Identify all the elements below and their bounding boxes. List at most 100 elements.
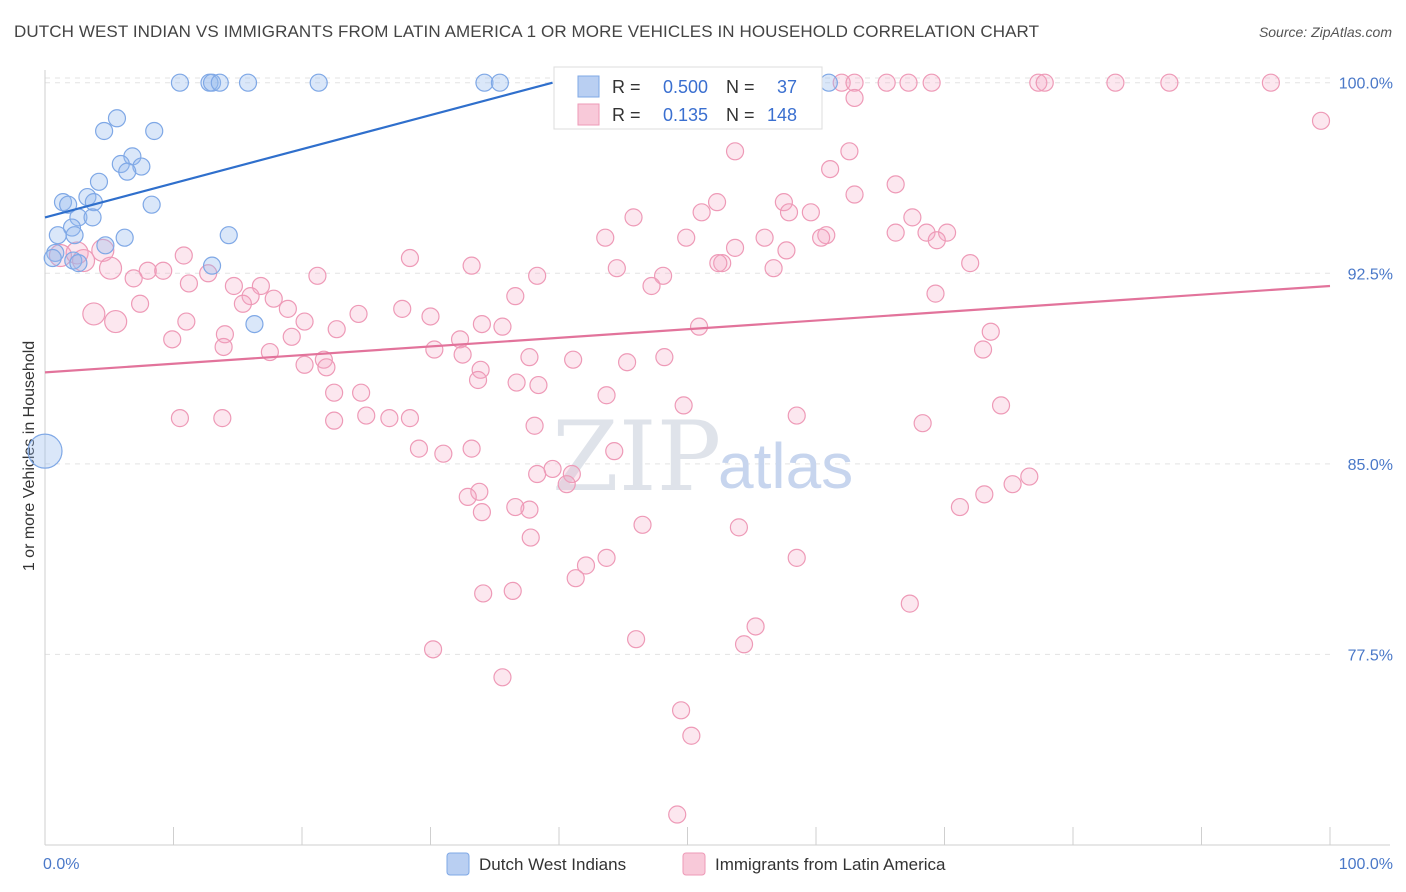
legend-r-label-pink: R = <box>612 105 641 125</box>
pink-trend-line <box>44 284 1331 374</box>
pink-data-point <box>566 569 585 588</box>
pink-data-point <box>1160 73 1179 92</box>
legend-n-value-pink: 148 <box>767 105 797 125</box>
axes <box>44 70 1390 846</box>
pink-data-point <box>528 464 547 484</box>
pink-data-point <box>520 348 539 367</box>
pink-data-point <box>174 246 193 265</box>
watermark-zip: ZIP <box>552 401 721 513</box>
pink-data-point <box>434 444 453 463</box>
blue-data-point <box>238 73 258 92</box>
y-tick-label: 85.0% <box>1348 457 1393 474</box>
pink-data-point <box>177 312 196 331</box>
pink-data-point <box>624 208 643 227</box>
blue-data-point <box>48 226 67 245</box>
pink-data-point <box>472 314 491 334</box>
pink-data-point <box>325 383 344 402</box>
blue-series-points <box>27 73 838 469</box>
blue-data-point <box>64 251 83 270</box>
pink-data-point <box>913 414 932 433</box>
pink-data-point <box>104 309 128 334</box>
pink-data-point <box>877 73 896 92</box>
pink-data-point <box>130 294 150 313</box>
pink-data-point <box>400 248 420 268</box>
blue-data-point <box>43 248 62 268</box>
blue-data-point <box>118 162 137 181</box>
pink-data-point <box>1020 467 1039 486</box>
pink-data-point <box>179 274 199 293</box>
pink-data-point <box>777 241 796 260</box>
y-tick-label: 77.5% <box>1348 647 1393 664</box>
pink-data-point <box>224 276 243 296</box>
legend-n-label-blue: N = <box>726 77 755 97</box>
source-label: Source: ZipAtlas.com <box>1258 24 1392 40</box>
blue-data-point <box>107 109 127 128</box>
pink-data-point <box>525 416 544 435</box>
pink-data-point <box>774 193 793 212</box>
pink-data-point <box>349 304 368 324</box>
pink-data-point <box>98 256 123 280</box>
pink-data-point <box>528 266 547 285</box>
pink-data-point <box>453 345 472 364</box>
pink-data-point <box>462 256 481 275</box>
pink-data-point <box>975 485 994 504</box>
pink-data-point <box>981 322 1000 341</box>
pink-data-point <box>1261 73 1280 92</box>
pink-data-point <box>937 223 957 242</box>
pink-data-point <box>421 307 440 326</box>
blue-data-point <box>111 154 130 174</box>
pink-data-point <box>597 548 616 567</box>
pink-data-point <box>642 276 661 296</box>
pink-data-point <box>506 287 525 306</box>
pink-data-point <box>506 497 525 517</box>
blue-data-point <box>46 243 65 263</box>
pink-data-point <box>352 383 371 402</box>
pink-data-point <box>308 266 327 285</box>
blue-data-point <box>245 314 264 334</box>
blue-data-point <box>490 73 509 92</box>
pink-data-point <box>950 497 970 517</box>
pink-data-point <box>607 259 626 278</box>
pink-data-point <box>597 386 616 405</box>
pink-data-point <box>425 340 444 359</box>
pink-data-point <box>393 299 412 318</box>
pink-data-point <box>689 317 709 336</box>
pink-data-point <box>900 594 919 613</box>
pink-data-point <box>653 266 673 285</box>
pink-data-point <box>462 439 481 458</box>
pink-data-point <box>973 340 993 359</box>
watermark-atlas: atlas <box>718 430 853 502</box>
pink-data-point <box>233 294 252 313</box>
pink-data-point <box>755 228 774 247</box>
pink-data-point <box>832 73 851 92</box>
pink-data-point <box>163 330 182 349</box>
blue-data-point <box>202 73 222 92</box>
pink-data-point <box>725 142 745 161</box>
pink-data-point <box>817 226 836 245</box>
y-axis-label: 1 or more Vehicles in Household <box>21 341 38 571</box>
pink-data-point <box>241 287 260 306</box>
legend-blue-swatch <box>577 75 600 98</box>
pink-data-point <box>472 503 491 522</box>
pink-series-points <box>48 73 1331 824</box>
pink-data-point <box>922 73 941 92</box>
pink-data-point <box>734 635 754 654</box>
blue-data-point <box>170 73 190 92</box>
pink-data-point <box>840 142 859 161</box>
pink-data-point <box>671 701 691 720</box>
trend-lines <box>44 81 1331 374</box>
y-tick-label: 92.5% <box>1348 266 1393 283</box>
x-tick-label-min: 0.0% <box>43 856 79 873</box>
blue-data-point <box>475 73 494 92</box>
pink-data-point <box>812 228 831 247</box>
pink-data-point <box>709 254 728 273</box>
pink-data-point <box>564 350 583 369</box>
pink-data-point <box>295 355 314 374</box>
pink-data-point <box>213 409 232 428</box>
pink-data-point <box>787 406 806 425</box>
pink-data-point <box>214 337 233 357</box>
pink-data-point <box>886 175 905 194</box>
pink-data-point <box>927 231 946 250</box>
pink-data-point <box>605 442 624 461</box>
pink-data-point <box>264 289 283 308</box>
